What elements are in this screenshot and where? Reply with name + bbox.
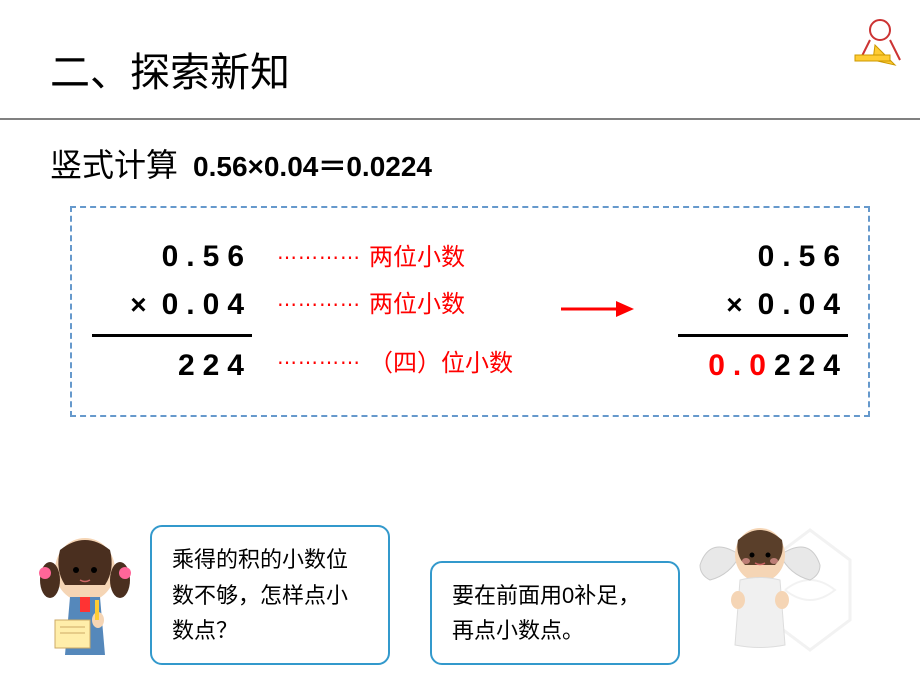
calc-result-left: 224: [92, 342, 252, 390]
calc-result-right: 0.0224: [678, 342, 848, 390]
annotation-1: ⋯⋯⋯⋯ 两位小数: [277, 235, 513, 282]
calc-line: [92, 334, 252, 337]
girl-illustration: [30, 525, 140, 665]
calc-operand1: 0.56: [92, 233, 252, 281]
calc-right-section: 0.56 × 0.04 0.0224: [678, 233, 848, 390]
page-title: 二、探索新知: [50, 40, 920, 98]
mult-sign: ×: [130, 283, 146, 328]
subtitle-row: 竖式计算 0.56×0.04＝0.0224: [0, 140, 920, 186]
annotations: ⋯⋯⋯⋯ 两位小数 ⋯⋯⋯⋯ 两位小数 ⋯⋯⋯⋯ （四） 位小数: [277, 233, 513, 387]
vertical-calc-left: 0.56 × 0.04 224: [92, 233, 252, 390]
speech-bubble-question: 乘得的积的小数位数不够，怎样点小数点？: [150, 525, 390, 665]
angel-illustration: [690, 505, 830, 665]
main-equation: 0.56×0.04＝0.0224: [193, 145, 432, 185]
annotation-2: ⋯⋯⋯⋯ 两位小数: [277, 282, 513, 329]
calc-r-operand1: 0.56: [678, 233, 848, 281]
calc-left-section: 0.56 × 0.04 224 ⋯⋯⋯⋯ 两位小数 ⋯⋯⋯⋯ 两位小数 ⋯⋯⋯⋯…: [92, 233, 513, 390]
annotation-3: ⋯⋯⋯⋯ （四） 位小数: [277, 341, 513, 388]
calc-operand2: 0.04: [162, 281, 252, 329]
calculation-box: 0.56 × 0.04 224 ⋯⋯⋯⋯ 两位小数 ⋯⋯⋯⋯ 两位小数 ⋯⋯⋯⋯…: [70, 206, 870, 417]
mult-sign-r: ×: [726, 283, 742, 328]
subtitle-label: 竖式计算: [50, 140, 178, 186]
calc-r-operand2-row: × 0.04: [678, 281, 848, 329]
math-tools-icon: [845, 10, 905, 70]
calc-r-operand2: 0.04: [758, 281, 848, 329]
bottom-section: 乘得的积的小数位数不够，怎样点小数点？ 要在前面用0补足，再点小数点。: [0, 505, 920, 665]
header: 二、探索新知: [0, 0, 920, 120]
calc-operand2-row: × 0.04: [92, 281, 252, 329]
arrow-icon: [556, 294, 636, 329]
vertical-calc-right: 0.56 × 0.04 0.0224: [678, 233, 848, 390]
calc-line-r: [678, 334, 848, 337]
speech-bubble-answer: 要在前面用0补足，再点小数点。: [430, 561, 680, 665]
